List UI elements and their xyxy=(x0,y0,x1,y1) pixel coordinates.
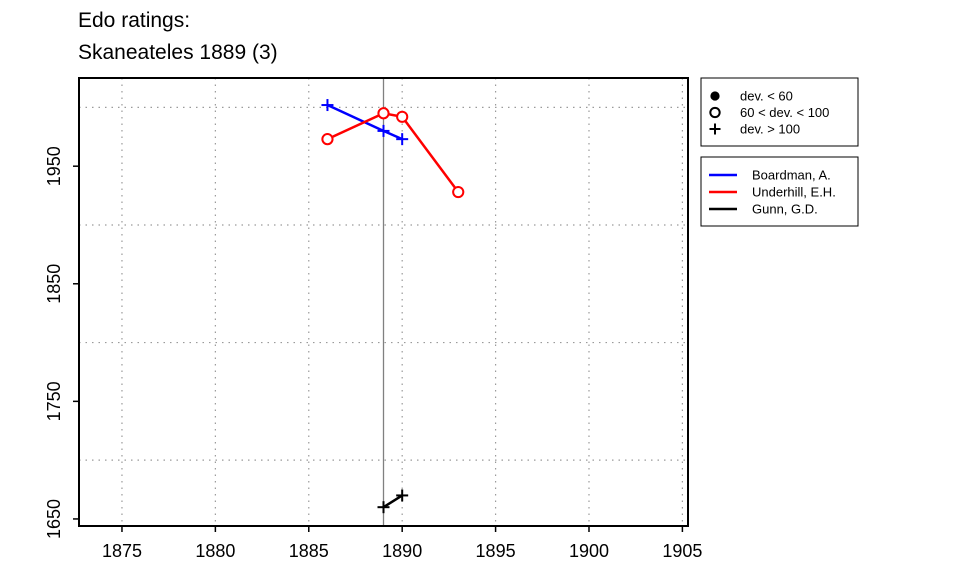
grid xyxy=(79,78,688,526)
series-legend-label: Underhill, E.H. xyxy=(752,185,836,200)
chart-title-line-2: Skaneateles 1889 (3) xyxy=(78,41,278,64)
axes: 1875 1880 1885 1890 1895 1900 1905 1650 1750 1850… xyxy=(44,146,702,561)
series-2 xyxy=(377,489,409,514)
data-point xyxy=(321,133,334,146)
series-line xyxy=(326,111,460,193)
marker-legend-box xyxy=(700,77,859,147)
series-legend: Boardman, A. Underhill, E.H. Gunn, G.D. xyxy=(700,156,859,227)
series-legend-box xyxy=(700,156,859,227)
y-tick-label: 1750 xyxy=(44,381,64,421)
marker-legend-label: dev. < 60 xyxy=(740,89,793,104)
series-legend-label: Boardman, A. xyxy=(752,168,831,183)
chart-title-line-1: Edo ratings: xyxy=(78,9,191,32)
x-tick-label: 1905 xyxy=(662,541,702,561)
x-tick-label: 1880 xyxy=(195,541,235,561)
data-point xyxy=(396,110,409,123)
series-legend-label: Gunn, G.D. xyxy=(752,202,818,217)
legend-marker-open-circle xyxy=(709,106,721,119)
legend-marker-plus xyxy=(709,123,721,135)
data-point xyxy=(377,501,390,514)
series-group xyxy=(321,99,465,514)
series-0 xyxy=(321,99,409,146)
y-tick-label: 1650 xyxy=(44,499,64,539)
data-point xyxy=(377,107,390,120)
series-line xyxy=(382,494,403,509)
x-tick-label: 1890 xyxy=(382,541,422,561)
data-point xyxy=(396,133,409,146)
data-point xyxy=(396,489,409,502)
x-tick-label: 1885 xyxy=(289,541,329,561)
data-point xyxy=(377,124,390,137)
marker-legend-label: dev. > 100 xyxy=(740,122,800,137)
x-tick-label: 1895 xyxy=(476,541,516,561)
x-tick-label: 1875 xyxy=(102,541,142,561)
data-point xyxy=(452,185,465,199)
y-tick-label: 1850 xyxy=(44,264,64,304)
y-tick-label: 1950 xyxy=(44,146,64,186)
data-point xyxy=(321,99,334,112)
legend-marker-filled-circle xyxy=(710,91,720,101)
plot-frame xyxy=(78,77,689,527)
x-tick-label: 1900 xyxy=(569,541,609,561)
marker-legend-label: 60 < dev. < 100 xyxy=(740,105,829,120)
series-1 xyxy=(321,107,465,199)
